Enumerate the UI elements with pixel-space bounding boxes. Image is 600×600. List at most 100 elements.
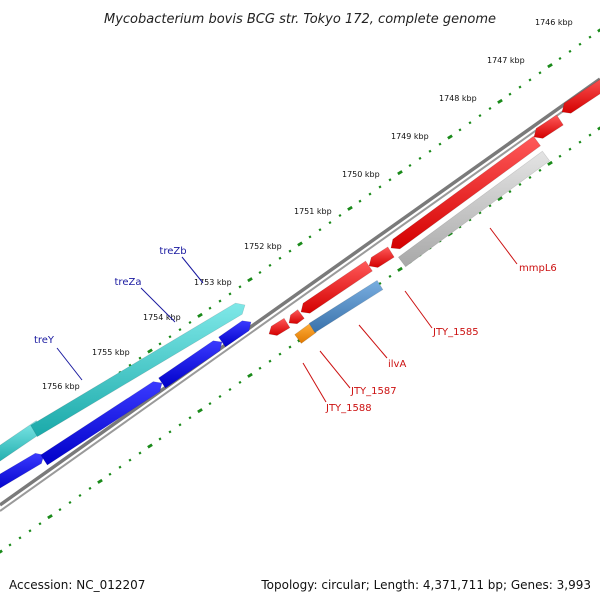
tick-dot-inner <box>468 218 472 222</box>
tick-dot-inner <box>258 366 262 370</box>
gene-callouts: treZb treZa treY mmpL6 JTY_1585 ilvA JTY_1587 J… <box>34 227 557 414</box>
tick-dot-outer <box>388 178 392 182</box>
tick-dot-inner <box>38 522 42 526</box>
tick-dot-inner <box>138 451 142 455</box>
tick-dot-outer <box>178 328 182 332</box>
tick-dot-inner <box>268 359 272 363</box>
tick-dot-outer <box>158 342 162 346</box>
gene-label: JTY_1585 <box>432 327 479 338</box>
tick-dot-inner <box>558 154 562 158</box>
tick-dot-outer <box>397 170 403 176</box>
tick-dot-inner <box>147 443 153 449</box>
tick-label: 1749 kbp <box>391 132 429 141</box>
red-gene <box>561 79 600 114</box>
tick-label: 1748 kbp <box>439 94 477 103</box>
tick-dot-inner <box>128 458 132 462</box>
red-gene <box>288 309 305 325</box>
gene-label: ilvA <box>388 359 406 370</box>
tick-dot-inner <box>108 472 112 476</box>
accession-label: Accession: NC_012207 <box>9 578 146 592</box>
tick-dot-inner <box>88 486 92 490</box>
backbone-line-lower <box>0 84 600 512</box>
tick-label: 1746 kbp <box>535 18 573 27</box>
tick-dot-outer <box>368 192 372 196</box>
tick-dot-outer <box>247 277 253 283</box>
tick-dot-inner <box>508 190 512 194</box>
tick-dot-inner <box>397 266 403 272</box>
tick-dot-outer <box>297 241 303 247</box>
tick-dot-outer <box>468 121 472 125</box>
tick-dot-inner <box>97 478 103 484</box>
red-gene <box>300 260 373 314</box>
tick-dot-inner <box>47 514 53 520</box>
tick-label: 1751 kbp <box>294 207 332 216</box>
tick-dot-inner <box>497 196 503 202</box>
tick-dot-inner <box>538 168 542 172</box>
tick-dot-outer <box>338 213 342 217</box>
tick-dot-outer <box>288 249 292 253</box>
tick-dot-inner <box>568 147 572 151</box>
gene-label: mmpL6 <box>519 263 557 274</box>
tick-dot-inner <box>388 274 392 278</box>
callout-line <box>319 350 351 389</box>
tick-dot-outer <box>358 199 362 203</box>
callout-line <box>181 256 204 284</box>
tick-dot-inner <box>588 133 592 137</box>
steel-feature <box>308 279 384 334</box>
tick-dot-inner <box>158 437 162 441</box>
tick-dot-inner <box>188 416 192 420</box>
tick-dot-inner <box>168 430 172 434</box>
tick-dot-inner <box>178 423 182 427</box>
tick-dot-inner <box>8 543 12 547</box>
tick-dot-inner <box>68 501 72 505</box>
blue-feature <box>0 452 45 489</box>
tick-dot-outer <box>478 114 482 118</box>
red-gene <box>533 114 564 139</box>
tick-label: 1754 kbp <box>143 313 181 322</box>
tick-dot-inner <box>247 372 253 378</box>
map-title: Mycobacterium bovis BCG str. Tokyo 172, … <box>104 12 496 27</box>
tick-dot-outer <box>418 156 422 160</box>
callout-line <box>358 324 388 359</box>
tick-dot-outer <box>218 299 222 303</box>
tick-dot-outer <box>497 98 503 104</box>
tick-dot-outer <box>197 312 203 318</box>
callout-line <box>404 290 433 329</box>
tick-dot-inner <box>218 395 222 399</box>
cyan-feature <box>0 420 45 462</box>
genome-summary: Topology: circular; Length: 4,371,711 bp… <box>261 578 591 592</box>
tick-dot-inner <box>547 160 553 166</box>
tick-dot-outer <box>138 356 142 360</box>
tick-dot-outer <box>328 221 332 225</box>
tick-dot-outer <box>318 228 322 232</box>
tick-dot-outer <box>488 106 492 110</box>
gene-label: treZb <box>159 246 186 257</box>
tick-dot-outer <box>558 57 562 61</box>
gene-label: treZa <box>115 277 142 288</box>
tick-dot-inner <box>518 183 522 187</box>
blue-feature <box>158 340 223 389</box>
genome-backbone <box>0 77 600 512</box>
gene-label: JTY_1588 <box>325 403 372 414</box>
tick-dot-inner <box>278 352 282 356</box>
tick-dot-inner <box>597 126 600 131</box>
tick-dot-inner <box>478 211 482 215</box>
tick-dot-inner <box>28 529 32 533</box>
tick-dot-outer <box>438 142 442 146</box>
tick-label: 1747 kbp <box>487 56 525 65</box>
tick-dot-inner <box>238 380 242 384</box>
tick-dot-inner <box>208 402 212 406</box>
tick-dot-outer <box>128 363 132 367</box>
tick-dot-inner <box>58 508 62 512</box>
tick-label: 1753 kbp <box>194 278 232 287</box>
tick-dot-outer <box>447 134 453 140</box>
tick-dot-outer <box>147 348 153 354</box>
tick-dot-inner <box>288 345 292 349</box>
tick-dot-inner <box>528 175 532 179</box>
tick-dot-outer <box>228 292 232 296</box>
tick-dot-outer <box>588 35 592 39</box>
callout-line <box>140 287 176 323</box>
gene-label: JTY_1587 <box>350 386 397 397</box>
